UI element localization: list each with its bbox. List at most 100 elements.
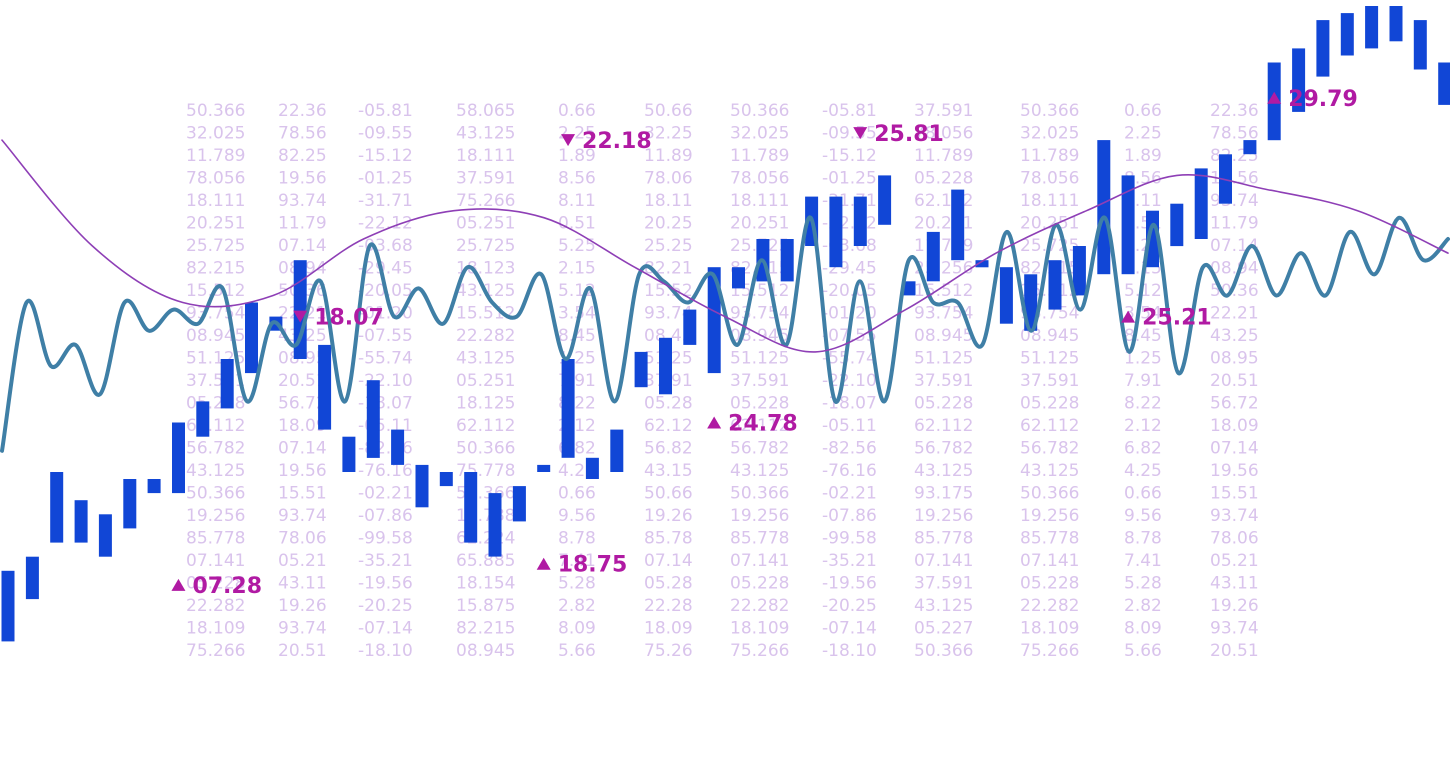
triangle-up-icon — [1267, 91, 1282, 104]
bar — [951, 189, 965, 261]
bar — [1, 570, 15, 642]
background-number: 15.512 — [456, 304, 515, 324]
background-number: 08.94 — [1210, 259, 1259, 279]
background-number: 56.782 — [186, 439, 245, 459]
background-number: 50.366 — [186, 484, 245, 504]
background-number: 82.25 — [278, 146, 327, 166]
background-number: 18.111 — [456, 146, 515, 166]
background-number: 11.789 — [914, 236, 973, 256]
bar-series — [1, 6, 1450, 642]
annotation-marker: 18.75 — [536, 553, 627, 578]
background-number: 05.228 — [186, 574, 245, 594]
background-number: 11.89 — [644, 146, 693, 166]
background-number: 20.51 — [278, 641, 327, 661]
background-number: 43.25 — [1210, 326, 1259, 346]
bar — [1389, 6, 1403, 42]
background-number: 20.251 — [730, 214, 789, 234]
background-number: 93.74 — [278, 619, 327, 639]
background-number: 08.945 — [456, 641, 515, 661]
background-number: 56.72 — [1210, 394, 1259, 414]
bar — [634, 351, 648, 388]
background-number: 37.591 — [456, 169, 515, 189]
background-number: 05.227 — [914, 619, 973, 639]
background-number: 1.25 — [1124, 349, 1162, 369]
background-number: 75.266 — [730, 641, 789, 661]
background-number: 22.28 — [644, 596, 693, 616]
background-number: 18.111 — [186, 191, 245, 211]
background-number: 93.74 — [1210, 619, 1259, 639]
background-number: 20.251 — [914, 214, 973, 234]
background-number: 20.51 — [1210, 641, 1259, 661]
bar — [245, 302, 258, 374]
annotation-label: 25.81 — [874, 122, 944, 147]
background-number: 43.125 — [914, 461, 973, 481]
background-number: 93.74 — [278, 191, 327, 211]
background-number: 2.15 — [558, 259, 596, 279]
background-number: 56.82 — [644, 439, 693, 459]
background-number: 62.112 — [914, 191, 973, 211]
annotation-label: 29.79 — [1288, 87, 1358, 112]
background-number: 15.875 — [456, 596, 515, 616]
background-number: 22.21 — [1210, 304, 1259, 324]
background-number: 37.591 — [186, 371, 245, 391]
background-number: 78.056 — [914, 124, 973, 144]
background-number: -22.10 — [822, 371, 877, 391]
background-number: 18.111 — [730, 191, 789, 211]
annotation-marker: 29.79 — [1267, 87, 1358, 112]
bar — [1048, 260, 1062, 310]
background-number: 93.74 — [1210, 506, 1259, 526]
bar — [975, 260, 989, 268]
bar — [439, 472, 453, 487]
background-number: 85.778 — [186, 529, 245, 549]
bar — [1365, 6, 1379, 49]
background-number: 8.22 — [1124, 394, 1162, 414]
background-number: -05.81 — [822, 101, 877, 121]
background-number: 32.25 — [644, 124, 693, 144]
background-number: 50.36 — [1210, 281, 1259, 301]
background-number: 05.28 — [644, 574, 693, 594]
bar — [1243, 140, 1257, 155]
bar — [902, 281, 916, 296]
background-number: 85.778 — [1020, 529, 1079, 549]
background-number: -01.25 — [358, 169, 413, 189]
background-number: 19.26 — [1210, 596, 1259, 616]
annotation-label: 25.21 — [1142, 306, 1212, 331]
background-number: 93.754 — [730, 304, 789, 324]
background-number: 78.056 — [730, 169, 789, 189]
background-number: -31.71 — [358, 191, 413, 211]
background-number: 43.11 — [278, 574, 327, 594]
bar — [1194, 168, 1208, 239]
background-number: 07.141 — [1020, 551, 1079, 571]
background-number: 50.366 — [1020, 484, 1079, 504]
background-number: -05.11 — [822, 416, 877, 436]
background-number: 05.251 — [456, 214, 515, 234]
bar — [1413, 20, 1427, 70]
triangle-down-icon — [561, 134, 576, 147]
background-number: 11.789 — [1020, 146, 1079, 166]
annotation-marker: 22.18 — [561, 129, 652, 154]
bar — [537, 464, 551, 472]
bar — [147, 479, 161, 494]
background-number: 43.125 — [1020, 461, 1079, 481]
background-number: 07.141 — [730, 551, 789, 571]
background-number: -09.55 — [358, 124, 413, 144]
background-number: 4.25 — [1124, 461, 1162, 481]
triangle-down-icon — [293, 310, 308, 323]
background-number: 85.778 — [730, 529, 789, 549]
bar — [512, 486, 526, 522]
background-number: 18.09 — [644, 619, 693, 639]
background-number: -18.07 — [822, 394, 877, 414]
background-number: -15.12 — [358, 146, 413, 166]
background-number: 43.125 — [456, 349, 515, 369]
bar — [391, 429, 405, 465]
triangle-down-icon — [853, 127, 868, 140]
background-number: 07.14 — [278, 236, 327, 256]
background-number: 51.125 — [730, 349, 789, 369]
background-number: 32.025 — [730, 124, 789, 144]
background-number: 22.282 — [186, 596, 245, 616]
background-number: 05.228 — [730, 394, 789, 414]
background-number: 5.66 — [558, 641, 596, 661]
background-number: 19.256 — [914, 506, 973, 526]
background-number: 62.112 — [456, 416, 515, 436]
background-number: 18.109 — [730, 619, 789, 639]
